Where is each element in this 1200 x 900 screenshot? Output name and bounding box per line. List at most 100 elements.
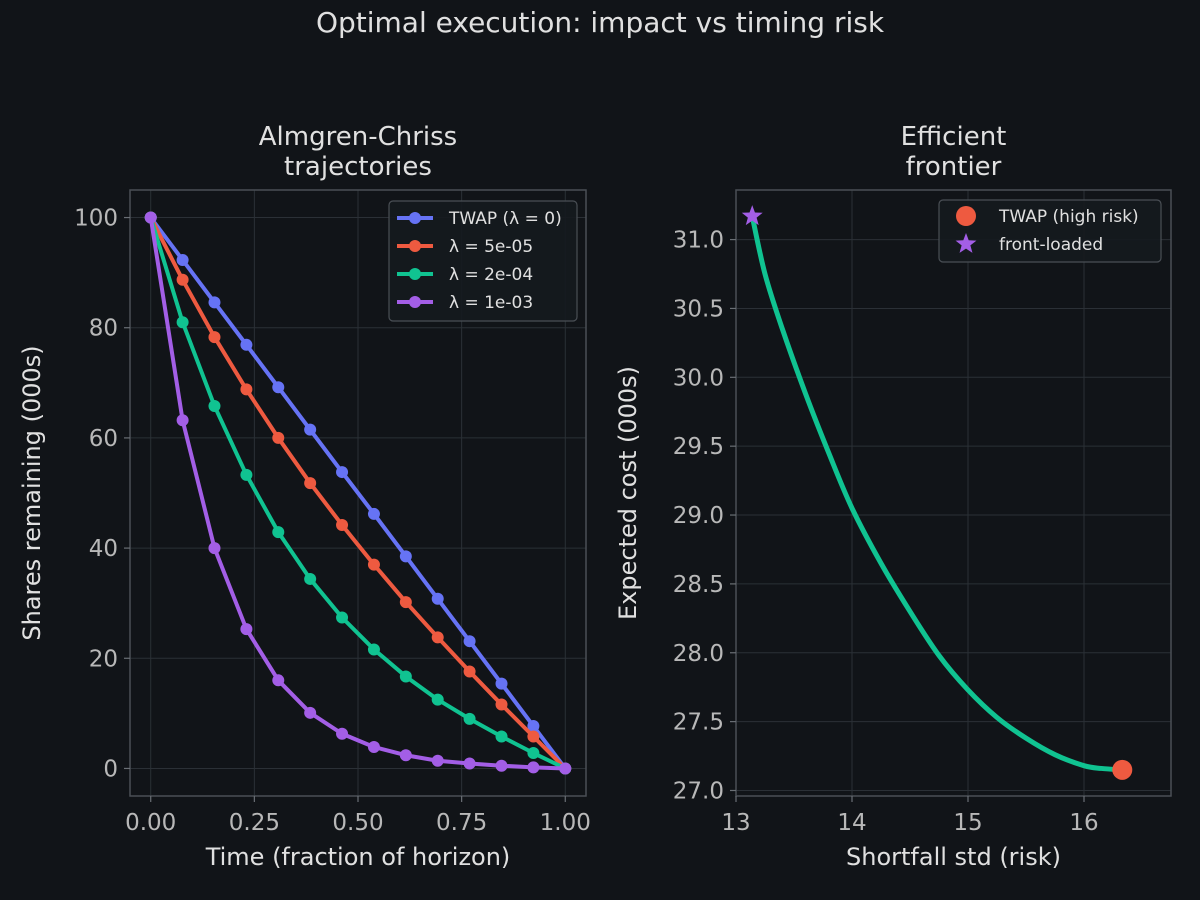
legend-swatch-marker	[409, 268, 421, 280]
right-plot-frame	[735, 189, 1172, 797]
right-ytick-label: 30.0	[673, 365, 724, 391]
frontier-curve	[749, 213, 1125, 773]
right-ytick-label: 27.5	[673, 710, 724, 736]
data-point	[336, 727, 349, 740]
left-xtick-label: 0.75	[436, 810, 487, 836]
series-line	[149, 216, 567, 770]
legend-box	[388, 200, 578, 322]
data-point	[527, 720, 540, 733]
right-title-line: frontier	[906, 152, 1002, 182]
legend-item: λ = 5e-05	[397, 237, 533, 257]
legend-label: TWAP (high risk)	[998, 207, 1139, 227]
legend-swatch-marker	[409, 212, 421, 224]
data-point	[240, 623, 253, 636]
left-ytick-label: 60	[89, 426, 118, 452]
data-point	[336, 466, 349, 479]
right-y-axis-label: Expected cost (000s)	[614, 366, 642, 620]
data-point	[399, 670, 412, 683]
left-ytick-label: 80	[89, 316, 118, 342]
legend-item: TWAP (high risk)	[956, 206, 1139, 227]
left-y-axis-label: Shares remaining (000s)	[18, 345, 46, 640]
data-point	[176, 414, 189, 427]
left-xtick-label: 0.25	[229, 810, 280, 836]
data-point	[208, 296, 221, 309]
legend-label: λ = 5e-05	[449, 237, 533, 257]
right-legend: TWAP (high risk) front-loaded	[938, 199, 1162, 263]
data-point	[463, 665, 476, 678]
data-point	[336, 518, 349, 531]
data-point	[495, 677, 508, 690]
legend-item: λ = 1e-03	[397, 293, 533, 313]
right-ytick-label: 28.5	[673, 572, 724, 598]
data-point	[304, 572, 317, 585]
data-point	[527, 747, 540, 760]
right-ytick-label: 29.5	[673, 434, 724, 460]
data-point	[495, 698, 508, 711]
data-point	[399, 749, 412, 762]
series-4	[144, 211, 572, 775]
data-point	[208, 542, 221, 555]
right-xtick-label: 16	[1069, 810, 1098, 836]
data-point	[272, 381, 285, 394]
right-ytick-label: 28.0	[673, 641, 724, 667]
right-x-axis-label: Shortfall std (risk)	[846, 843, 1061, 871]
data-point	[463, 757, 476, 770]
right-ytick-label: 27.0	[673, 778, 724, 804]
left-xtick-label: 0.50	[332, 810, 383, 836]
left-xtick-label: 1.00	[540, 810, 591, 836]
data-point	[240, 468, 253, 481]
data-point	[208, 399, 221, 412]
data-point	[208, 331, 221, 344]
left-xtick-label: 0.00	[125, 810, 176, 836]
left-ytick-label: 20	[89, 646, 118, 672]
data-point	[176, 316, 189, 329]
figure-title: Optimal execution: impact vs timing risk	[316, 6, 885, 39]
data-point	[272, 431, 285, 444]
right-xtick-label: 15	[953, 810, 982, 836]
data-point	[367, 507, 380, 520]
right-xtick-label: 14	[837, 810, 866, 836]
data-point	[367, 643, 380, 656]
data-point	[304, 477, 317, 490]
series-line	[148, 216, 567, 771]
twap-marker	[1112, 759, 1133, 780]
legend-swatch-star	[955, 233, 977, 253]
data-point	[431, 631, 444, 644]
legend-item: TWAP (λ = 0)	[397, 209, 562, 229]
data-point	[399, 550, 412, 563]
left-ytick-label: 40	[89, 536, 118, 562]
left-x-axis-label: Time (fraction of horizon)	[205, 843, 511, 871]
left-ytick-label: 0	[103, 756, 118, 782]
data-point	[495, 759, 508, 772]
left-title-line: Almgren-Chriss	[259, 122, 457, 152]
data-point	[559, 762, 572, 775]
data-point	[431, 592, 444, 605]
front-loaded-star-marker	[741, 205, 763, 226]
right-ytick-label: 29.0	[673, 503, 724, 529]
data-point	[144, 211, 157, 224]
legend-item: λ = 2e-04	[397, 265, 533, 285]
data-point	[367, 558, 380, 571]
data-point	[176, 273, 189, 286]
data-point	[367, 740, 380, 753]
data-point	[527, 730, 540, 743]
left-ytick-label: 100	[74, 206, 118, 232]
legend-swatch-marker	[409, 296, 421, 308]
data-point	[240, 338, 253, 351]
right-ytick-label: 30.5	[673, 296, 724, 322]
data-point	[240, 383, 253, 396]
data-point	[399, 596, 412, 609]
legend-item: front-loaded	[955, 233, 1103, 255]
legend-label: TWAP (λ = 0)	[448, 209, 562, 229]
data-point	[495, 730, 508, 743]
right-ytick-label: 31.0	[673, 228, 724, 254]
data-point	[527, 761, 540, 774]
left-title-line: trajectories	[284, 152, 432, 182]
right-xtick-label: 13	[721, 810, 750, 836]
data-point	[272, 526, 285, 539]
left-legend: TWAP (λ = 0) λ = 5e-05 λ = 2e-04 λ = 1e-03	[388, 200, 578, 322]
